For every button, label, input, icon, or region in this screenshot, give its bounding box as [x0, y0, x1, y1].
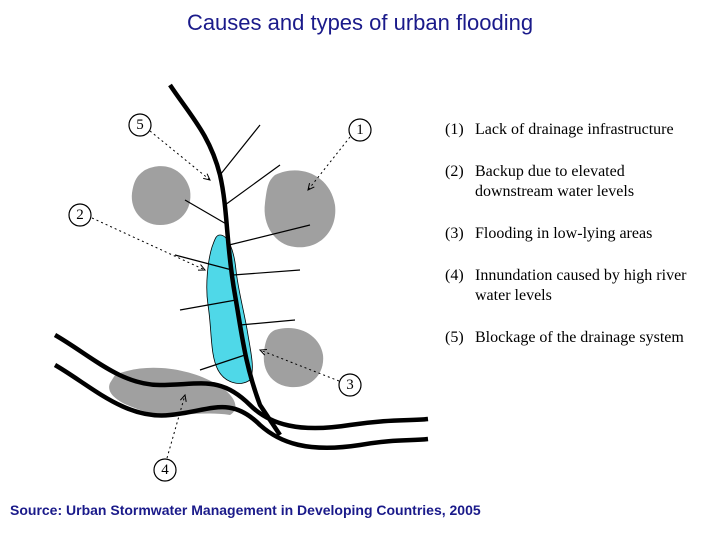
legend-item: (1)Lack of drainage infrastructure	[445, 120, 700, 140]
svg-text:2: 2	[76, 207, 84, 223]
legend-item: (3)Flooding in low-lying areas	[445, 224, 700, 244]
flooding-diagram: 1 5 2 3 4	[50, 75, 430, 485]
legend-text: Innundation caused by high river water l…	[475, 266, 700, 306]
legend-text: Flooding in low-lying areas	[475, 224, 652, 244]
legend-item: (2)Backup due to elevated downstream wat…	[445, 162, 700, 202]
svg-text:5: 5	[136, 117, 144, 133]
svg-text:4: 4	[161, 462, 169, 478]
legend-number: (5)	[445, 328, 475, 348]
legend-number: (3)	[445, 224, 475, 244]
legend-text: Blockage of the drainage system	[475, 328, 684, 348]
legend-text: Lack of drainage infrastructure	[475, 120, 674, 140]
legend: (1)Lack of drainage infrastructure (2)Bac…	[445, 120, 700, 370]
legend-number: (2)	[445, 162, 475, 202]
svg-text:3: 3	[346, 377, 354, 393]
svg-text:1: 1	[356, 122, 364, 138]
legend-number: (1)	[445, 120, 475, 140]
source-citation: Source: Urban Stormwater Management in D…	[10, 502, 481, 518]
legend-number: (4)	[445, 266, 475, 306]
legend-item: (4)Innundation caused by high river wate…	[445, 266, 700, 306]
legend-item: (5)Blockage of the drainage system	[445, 328, 700, 348]
legend-text: Backup due to elevated downstream water …	[475, 162, 700, 202]
slide-title: Causes and types of urban flooding	[0, 10, 720, 36]
